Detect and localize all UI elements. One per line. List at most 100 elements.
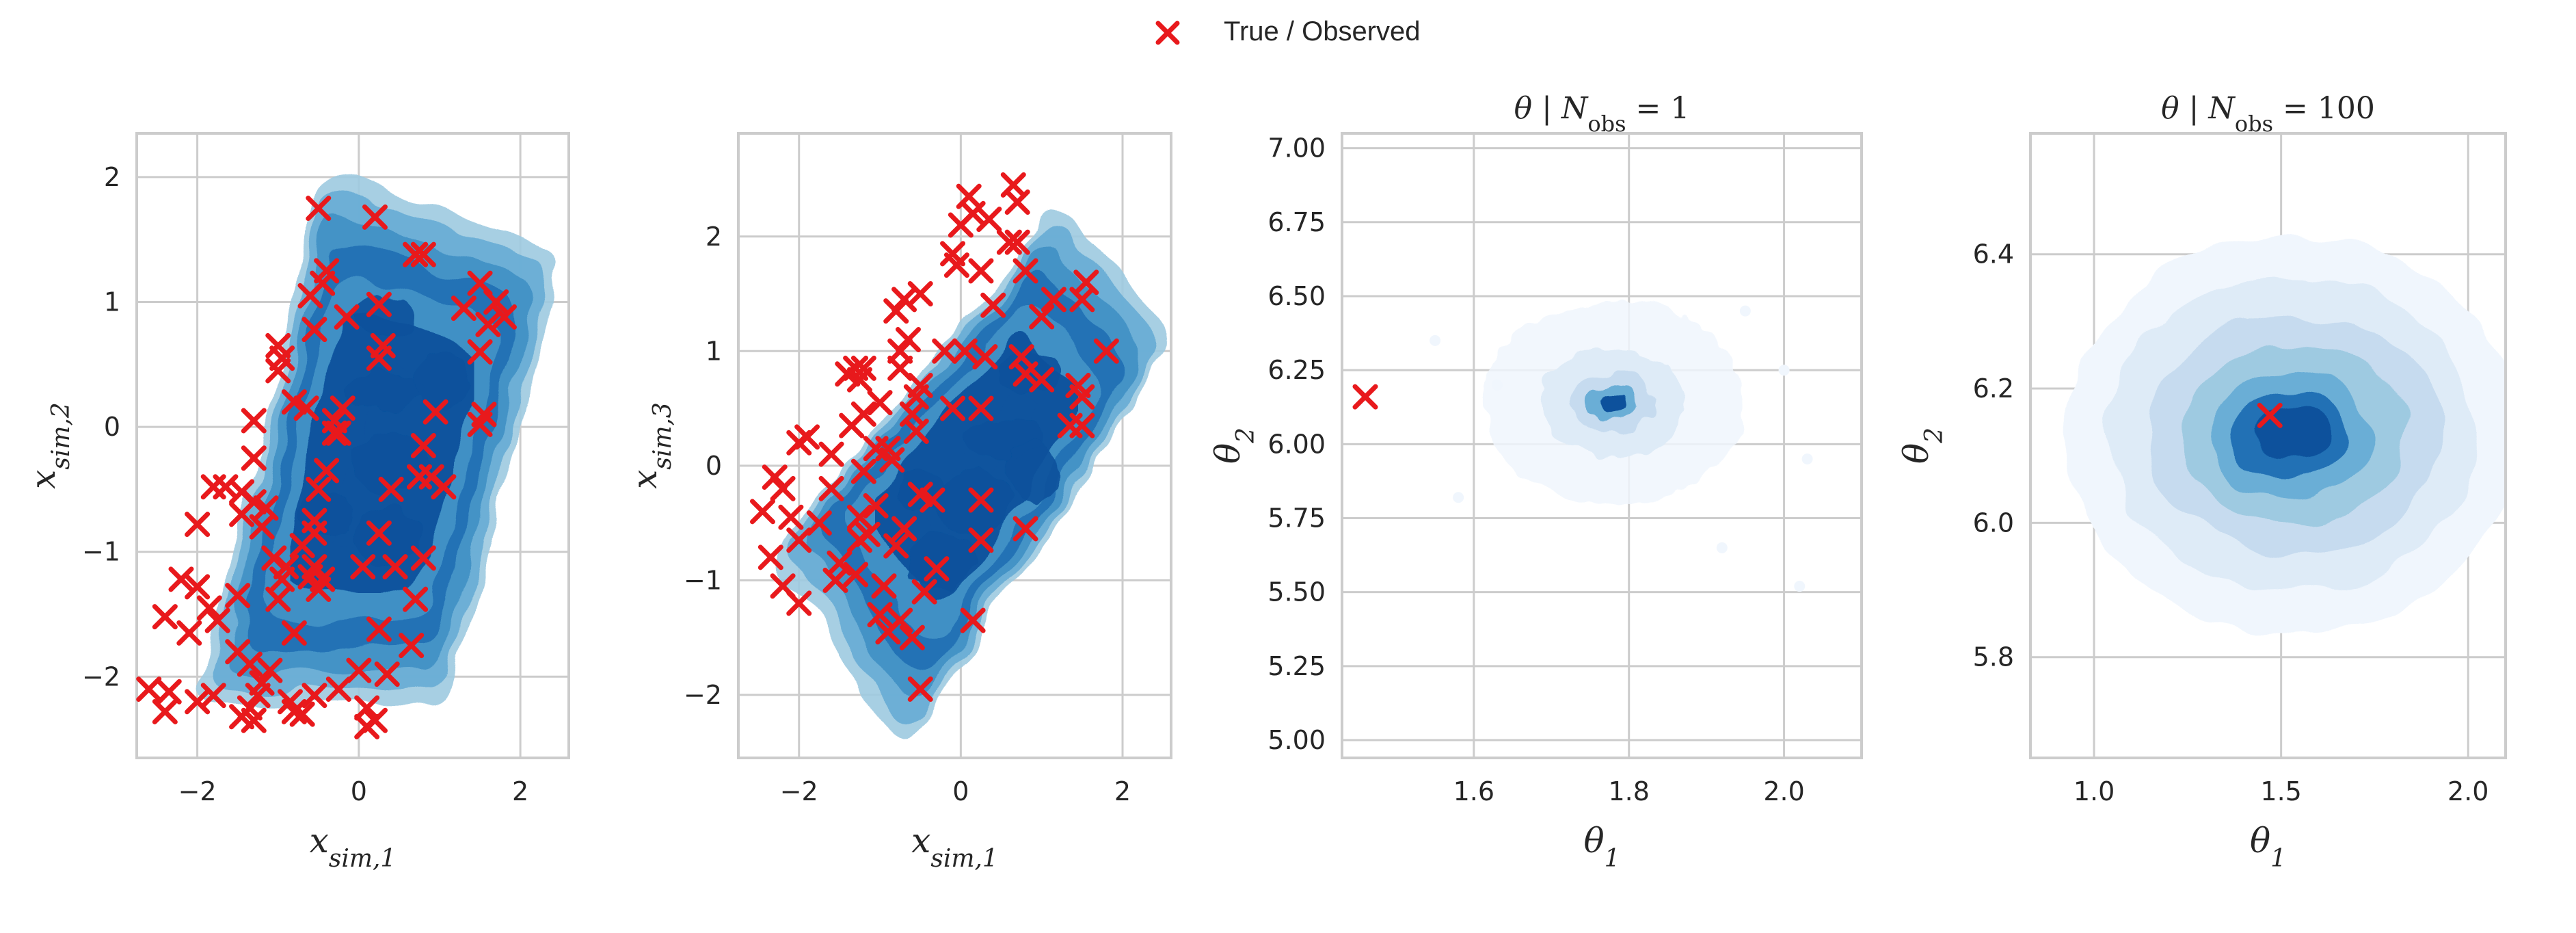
legend-marker-icon — [1155, 21, 1180, 45]
observed-point — [325, 420, 351, 446]
observed-point — [350, 554, 376, 580]
observed-point — [281, 389, 307, 415]
kde-level — [1794, 581, 1806, 592]
observed-point — [846, 367, 872, 393]
observed-point — [835, 361, 861, 387]
y-tick-label: 5.00 — [1267, 725, 1326, 755]
observed-point — [265, 586, 291, 612]
observed-point — [306, 476, 332, 502]
observed-point — [980, 292, 1006, 318]
observed-point — [1069, 384, 1095, 410]
observed-point — [467, 411, 493, 437]
observed-point — [422, 399, 448, 425]
observed-point — [976, 207, 1002, 233]
observed-point — [354, 713, 380, 739]
observed-point — [972, 344, 998, 370]
observed-point — [362, 204, 388, 230]
observed-point — [176, 620, 202, 646]
observed-point — [366, 520, 392, 546]
x-tick-label: 1.6 — [1453, 776, 1494, 806]
observed-point — [431, 474, 457, 500]
observed-point — [968, 258, 994, 284]
observed-point — [770, 475, 796, 501]
y-tick-label: 0 — [104, 412, 120, 442]
observed-point — [204, 607, 230, 633]
observed-point — [968, 527, 994, 553]
kde-density — [201, 175, 561, 710]
kde-density — [1430, 300, 1813, 592]
observed-point — [850, 458, 876, 484]
observed-point — [378, 476, 404, 502]
observed-point — [932, 338, 958, 364]
y-tick-label: 5.8 — [1973, 642, 2014, 672]
observed-point — [2257, 402, 2283, 428]
panel-title: θ | Nobs = 1 — [1514, 91, 1690, 137]
observed-point — [875, 619, 901, 645]
observed-point — [1352, 384, 1378, 410]
x-axis-label: xsim,1 — [310, 821, 397, 873]
observed-point — [185, 574, 211, 600]
observed-point — [354, 695, 380, 721]
legend-label: True / Observed — [1224, 16, 1421, 47]
observed-point — [1012, 516, 1038, 542]
observed-series — [136, 196, 517, 739]
observed-point — [297, 282, 323, 308]
observed-point — [475, 311, 501, 337]
observed-point — [924, 556, 950, 582]
observed-point — [1012, 258, 1038, 284]
observed-point — [346, 657, 372, 683]
observed-point — [786, 527, 812, 553]
y-tick-label: 0 — [706, 451, 722, 481]
y-axis-label: xsim,2 — [23, 402, 75, 489]
observed-point — [281, 620, 307, 646]
observed-point — [325, 676, 351, 702]
kde-level — [415, 348, 468, 409]
y-tick-label: 2 — [104, 162, 120, 192]
observed-point — [750, 499, 775, 525]
observed-point — [839, 412, 865, 438]
y-tick-label: −2 — [684, 680, 722, 710]
observed-point — [265, 358, 291, 384]
observed-series — [750, 172, 1119, 702]
observed-point — [382, 554, 408, 580]
x-tick-label: 1.5 — [2260, 776, 2301, 806]
observed-point — [306, 576, 332, 602]
observed-point — [891, 516, 917, 542]
axes-frame — [2029, 132, 2507, 759]
observed-point — [152, 698, 178, 724]
observed-point — [410, 241, 436, 267]
observed-point — [241, 445, 267, 471]
kde-level — [1600, 393, 1626, 412]
observed-point — [846, 527, 872, 553]
x-tick-label: −2 — [178, 776, 217, 806]
observed-point — [321, 420, 347, 446]
y-axis-label: θ2 — [1208, 428, 1260, 464]
observed-point — [757, 544, 783, 570]
observed-point — [168, 566, 194, 592]
observed-point — [911, 579, 937, 605]
observed-point — [846, 504, 872, 530]
observed-point — [1004, 229, 1030, 255]
observed-point — [887, 338, 913, 364]
observed-point — [806, 510, 832, 536]
observed-point — [996, 229, 1022, 255]
axes-frame — [135, 132, 570, 759]
y-tick-label: 2 — [706, 222, 722, 252]
observed-point — [943, 252, 969, 278]
observed-point — [245, 683, 271, 709]
x-tick-label: 0 — [351, 776, 367, 806]
y-tick-label: 6.2 — [1973, 373, 2014, 404]
observed-point — [920, 487, 945, 513]
observed-point — [257, 657, 283, 683]
x-tick-label: 2.0 — [1763, 776, 1804, 806]
observed-point — [1069, 412, 1095, 438]
kde-level — [1430, 334, 1441, 346]
observed-point — [863, 492, 889, 518]
observed-point — [366, 291, 392, 317]
y-tick-label: −1 — [684, 565, 722, 595]
y-tick-label: 6.75 — [1267, 207, 1326, 237]
kde-level — [350, 433, 430, 494]
observed-point — [156, 679, 182, 705]
observed-point — [301, 683, 327, 709]
kde-density — [2067, 236, 2506, 633]
